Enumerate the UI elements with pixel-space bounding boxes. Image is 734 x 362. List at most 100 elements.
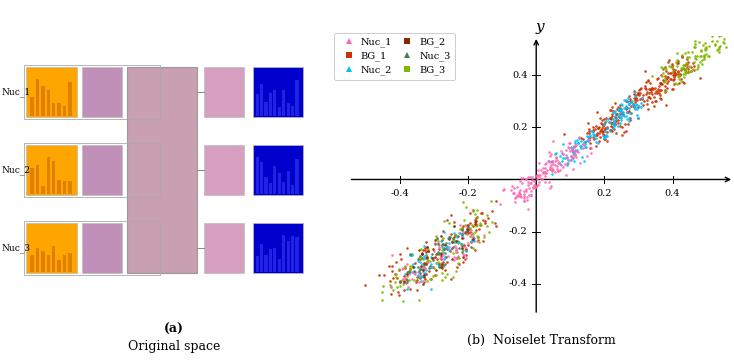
Point: [645, 87, 657, 93]
Point: [415, 263, 426, 269]
Point: [462, 224, 474, 230]
Point: [399, 264, 410, 270]
Point: [377, 289, 388, 295]
Bar: [252, 67, 303, 117]
Point: [603, 119, 614, 125]
Point: [610, 130, 622, 136]
Point: [475, 210, 487, 215]
Point: [571, 147, 583, 153]
Point: [631, 97, 643, 103]
Point: [624, 110, 636, 116]
Point: [567, 155, 578, 161]
Point: [660, 102, 672, 108]
Point: [545, 158, 557, 164]
Point: [588, 132, 600, 138]
Point: [457, 226, 468, 231]
Point: [635, 85, 647, 90]
Point: [384, 282, 396, 287]
Point: [451, 232, 462, 238]
Point: [613, 111, 625, 117]
Point: [546, 159, 558, 165]
Point: [611, 111, 623, 117]
Point: [631, 102, 642, 108]
Point: [507, 190, 519, 195]
Point: [448, 257, 459, 262]
Point: [450, 245, 462, 251]
Point: [599, 121, 611, 127]
Point: [642, 77, 654, 83]
Point: [586, 127, 598, 133]
Point: [700, 46, 712, 52]
Point: [535, 167, 547, 173]
Point: [578, 159, 589, 164]
Point: [544, 159, 556, 165]
Point: [614, 102, 626, 108]
Point: [584, 134, 596, 140]
Point: [635, 100, 647, 106]
Point: [543, 149, 555, 155]
Point: [557, 151, 569, 157]
Point: [460, 248, 472, 253]
Bar: [62, 106, 66, 115]
Point: [564, 140, 575, 146]
Point: [646, 85, 658, 91]
Point: [675, 76, 687, 81]
Point: [404, 252, 415, 258]
Point: [401, 280, 413, 286]
Point: [453, 239, 465, 244]
Point: [675, 52, 687, 58]
Point: [635, 86, 647, 92]
Point: [392, 289, 404, 295]
Point: [610, 115, 622, 121]
Point: [467, 208, 479, 214]
Point: [540, 170, 552, 176]
Point: [451, 264, 463, 270]
Point: [427, 246, 439, 252]
Point: [614, 123, 626, 129]
Point: [462, 227, 474, 233]
Point: [644, 80, 656, 85]
Point: [600, 118, 611, 124]
Point: [470, 215, 482, 220]
Point: [607, 125, 619, 131]
Point: [655, 80, 667, 86]
Point: [547, 161, 559, 167]
Point: [596, 130, 608, 135]
Bar: [282, 90, 286, 115]
Text: 0.4: 0.4: [512, 71, 528, 80]
Point: [421, 267, 432, 273]
Point: [524, 181, 536, 186]
Point: [509, 195, 521, 201]
Point: [459, 256, 471, 262]
Point: [552, 160, 564, 166]
Point: [614, 106, 625, 112]
Point: [452, 260, 464, 266]
Bar: [41, 251, 45, 272]
Point: [437, 264, 449, 269]
Text: y: y: [536, 20, 545, 34]
Point: [544, 185, 556, 190]
Point: [624, 96, 636, 102]
Point: [409, 260, 421, 266]
Text: Original space: Original space: [128, 340, 220, 353]
Point: [442, 271, 454, 277]
Point: [688, 59, 700, 64]
Point: [560, 172, 572, 178]
Point: [459, 222, 470, 228]
Point: [539, 179, 551, 185]
Point: [420, 255, 432, 261]
Bar: [204, 67, 244, 117]
Point: [649, 90, 661, 96]
Point: [669, 80, 680, 85]
Point: [597, 128, 609, 134]
Point: [544, 167, 556, 172]
Point: [437, 228, 449, 234]
Point: [399, 265, 410, 271]
Point: [453, 255, 465, 261]
Point: [615, 106, 627, 112]
Point: [550, 155, 562, 161]
Point: [411, 277, 423, 283]
Point: [413, 256, 425, 261]
Point: [633, 91, 644, 97]
Bar: [295, 237, 299, 272]
